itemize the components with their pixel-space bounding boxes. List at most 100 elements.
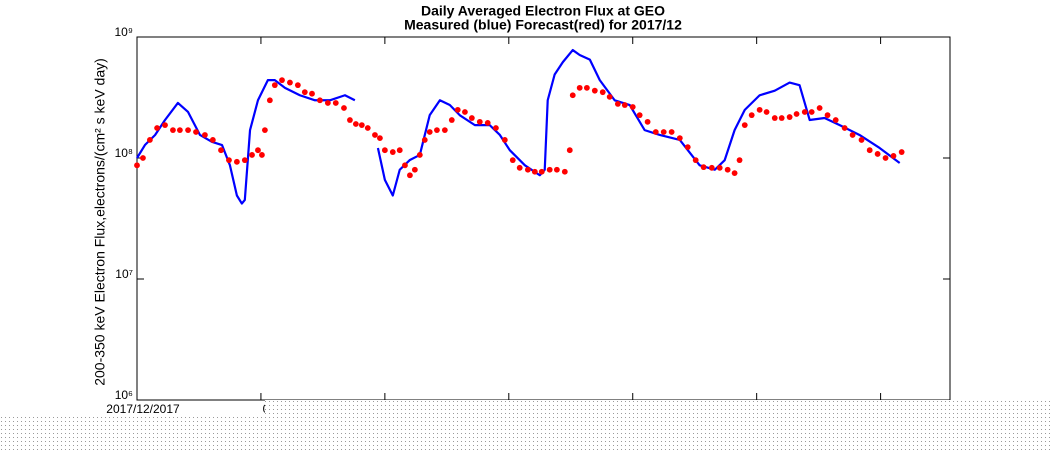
forecast-point <box>644 118 651 125</box>
forecast-point <box>202 132 208 138</box>
forecast-point <box>176 127 183 134</box>
forecast-point <box>193 129 199 135</box>
forecast-point <box>347 117 353 123</box>
overlay-band <box>0 414 265 450</box>
y-axis-label: 200-350 keV Electron Flux,electrons/(cm²… <box>92 58 108 386</box>
overlay <box>0 400 1050 450</box>
forecast-point <box>599 89 606 96</box>
forecast-point <box>636 112 643 119</box>
forecast-point <box>416 152 423 158</box>
forecast-point <box>668 129 675 135</box>
forecast-point <box>154 125 160 131</box>
forecast-point <box>566 147 573 154</box>
forecast-point <box>259 152 265 158</box>
forecast-point <box>226 157 232 164</box>
forecast-point <box>294 82 301 89</box>
forecast-point <box>538 168 545 175</box>
forecast-point <box>676 135 683 142</box>
forecast-point <box>377 135 383 142</box>
overlay-band <box>265 400 1050 450</box>
measured-line <box>136 48 901 205</box>
forecast-point <box>140 155 146 161</box>
forecast-point <box>808 109 815 115</box>
chart-subtitle: Measured (blue) Forecast(red) for 2017/1… <box>404 17 682 33</box>
forecast-point <box>372 132 378 138</box>
forecast-point <box>832 117 839 123</box>
forecast-point <box>583 84 590 91</box>
forecast-point <box>332 100 339 106</box>
forecast-point <box>261 127 268 134</box>
forecast-point <box>849 132 856 138</box>
forecast-point <box>301 89 308 96</box>
forecast-point <box>364 125 371 131</box>
forecast-point <box>700 164 707 171</box>
forecast-point <box>317 97 323 104</box>
forecast-point <box>569 92 576 99</box>
forecast-point <box>546 166 553 173</box>
forecast-point <box>426 129 433 135</box>
forecast-point <box>692 157 699 164</box>
forecast-point <box>660 129 667 135</box>
forecast-point <box>341 105 347 111</box>
forecast-point <box>763 109 770 115</box>
forecast-point <box>553 166 560 173</box>
forecast-point <box>561 168 568 175</box>
y-tick-label: 10⁸ <box>115 146 133 160</box>
forecast-point <box>716 164 723 171</box>
forecast-point <box>358 122 365 129</box>
forecast-point <box>484 120 491 126</box>
forecast-point <box>454 106 461 113</box>
forecast-point <box>162 122 168 129</box>
forecast-point <box>793 111 800 117</box>
forecast-point <box>576 84 583 91</box>
x-tick-label: 2017/12/2017 <box>106 402 180 416</box>
forecast-point <box>233 158 240 165</box>
forecast-point <box>218 147 224 154</box>
forecast-point <box>614 100 621 107</box>
forecast-point <box>858 137 865 143</box>
forecast-point <box>816 105 823 111</box>
forecast-point <box>890 153 897 159</box>
forecast-point <box>396 147 403 154</box>
forecast-point <box>801 109 808 115</box>
forecast-point <box>531 168 538 175</box>
forecast-point <box>866 147 873 154</box>
forecast-point <box>441 127 448 134</box>
forecast-point <box>778 115 785 121</box>
forecast-point <box>731 170 738 177</box>
forecast-point <box>771 115 778 121</box>
forecast-point <box>249 152 255 158</box>
forecast-point <box>421 137 428 143</box>
y-tick-label: 10⁶ <box>115 388 133 402</box>
forecast-point <box>509 157 516 164</box>
forecast-point <box>684 144 691 151</box>
forecast-point <box>841 125 848 131</box>
forecast-point <box>434 127 440 134</box>
forecast-point <box>824 112 831 119</box>
forecast-point <box>352 121 359 127</box>
plot-frame <box>136 36 951 401</box>
forecast-point <box>652 129 659 135</box>
forecast-point <box>134 162 140 169</box>
forecast-point <box>629 104 636 110</box>
forecast-point <box>786 114 793 120</box>
forecast-point <box>279 77 285 84</box>
forecast-point <box>501 137 508 143</box>
forecast-point <box>389 149 396 155</box>
forecast-point <box>516 164 523 171</box>
forecast-point <box>271 82 278 89</box>
forecast-point <box>146 137 153 143</box>
forecast-point <box>309 90 315 97</box>
chart-title: Daily Averaged Electron Flux at GEO <box>421 3 665 19</box>
forecast-point <box>621 102 628 108</box>
forecast-point <box>287 79 293 86</box>
forecast-point <box>462 109 468 115</box>
forecast-point <box>324 100 331 106</box>
forecast-point <box>185 127 191 134</box>
forecast-point <box>524 166 531 173</box>
forecast-point <box>493 125 499 131</box>
forecast-point <box>402 162 408 169</box>
forecast-point <box>882 155 889 161</box>
